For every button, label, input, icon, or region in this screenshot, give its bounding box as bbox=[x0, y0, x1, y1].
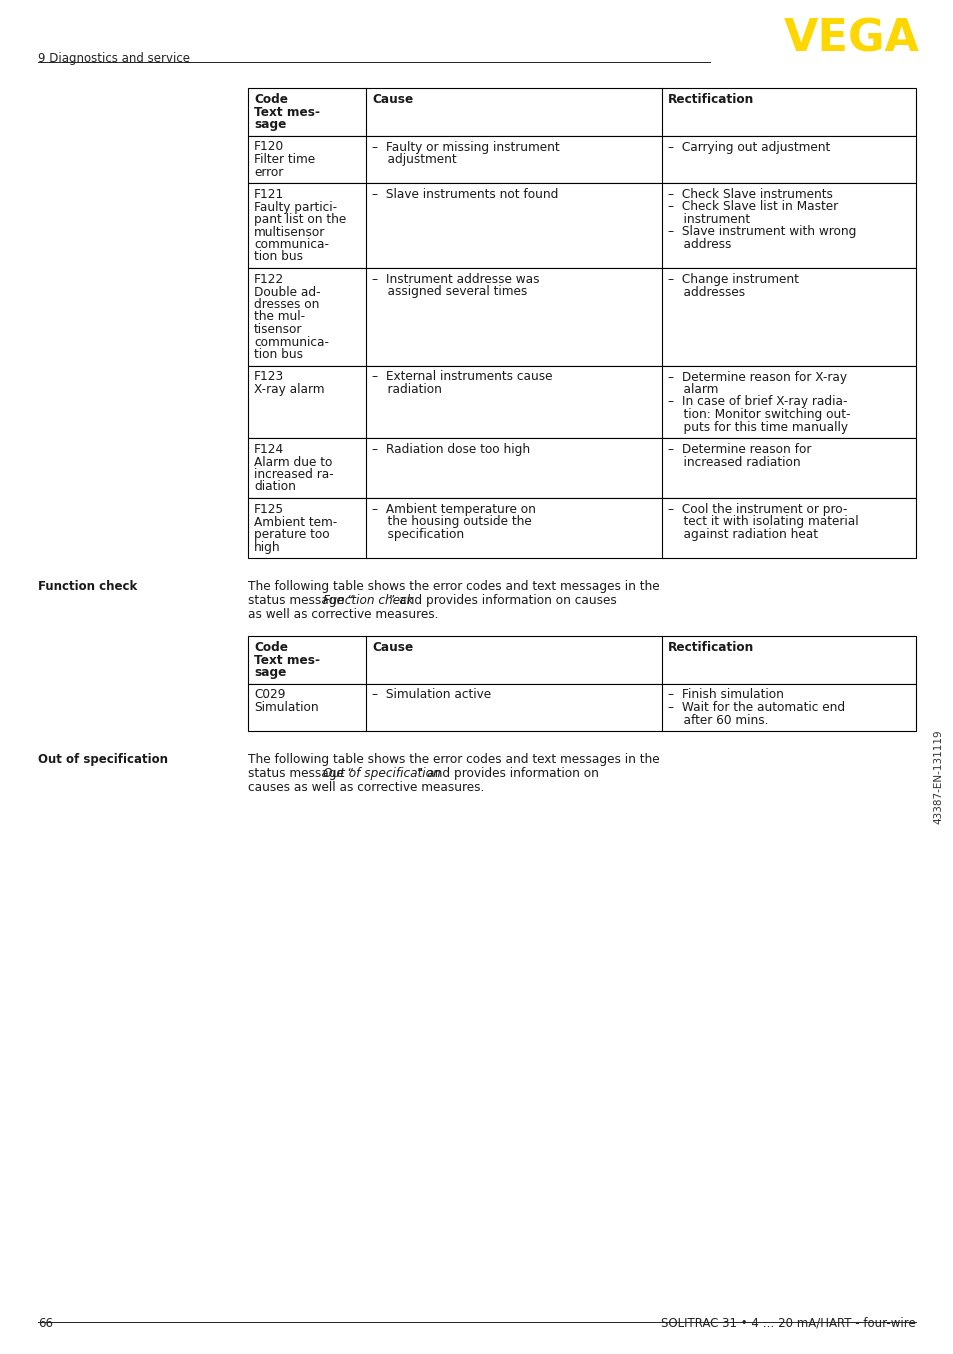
Bar bbox=[248, 88, 915, 135]
Text: against radiation heat: against radiation heat bbox=[667, 528, 817, 542]
Text: –  Determine reason for: – Determine reason for bbox=[667, 443, 810, 456]
Text: specification: specification bbox=[372, 528, 464, 542]
Text: Rectification: Rectification bbox=[667, 640, 754, 654]
Text: –  Carrying out adjustment: – Carrying out adjustment bbox=[667, 141, 829, 153]
Text: the mul-: the mul- bbox=[253, 310, 305, 324]
Text: –  Change instrument: – Change instrument bbox=[667, 274, 798, 286]
Text: Text mes-: Text mes- bbox=[253, 654, 319, 666]
Text: tion: Monitor switching out-: tion: Monitor switching out- bbox=[667, 408, 850, 421]
Text: status message “: status message “ bbox=[248, 766, 354, 780]
Text: Function check: Function check bbox=[38, 580, 137, 593]
Text: tion bus: tion bus bbox=[253, 348, 303, 362]
Text: Out of specification: Out of specification bbox=[38, 753, 168, 766]
Text: –  Ambient temperature on: – Ambient temperature on bbox=[372, 502, 536, 516]
Text: C029: C029 bbox=[253, 688, 285, 701]
Bar bbox=[248, 268, 915, 366]
Text: puts for this time manually: puts for this time manually bbox=[667, 421, 847, 433]
Text: Filter time: Filter time bbox=[253, 153, 314, 167]
Text: –  Instrument addresse was: – Instrument addresse was bbox=[372, 274, 539, 286]
Text: Ambient tem-: Ambient tem- bbox=[253, 516, 337, 528]
Text: communica-: communica- bbox=[253, 238, 329, 250]
Text: –  Check Slave instruments: – Check Slave instruments bbox=[667, 188, 832, 200]
Text: 9 Diagnostics and service: 9 Diagnostics and service bbox=[38, 51, 190, 65]
Text: –  Cool the instrument or pro-: – Cool the instrument or pro- bbox=[667, 502, 846, 516]
Text: tisensor: tisensor bbox=[253, 324, 302, 336]
Text: causes as well as corrective measures.: causes as well as corrective measures. bbox=[248, 781, 484, 793]
Text: pant list on the: pant list on the bbox=[253, 213, 346, 226]
Bar bbox=[248, 636, 915, 684]
Text: communica-: communica- bbox=[253, 336, 329, 348]
Text: alarm: alarm bbox=[667, 383, 718, 395]
Text: Function check: Function check bbox=[323, 594, 414, 607]
Text: –  External instruments cause: – External instruments cause bbox=[372, 371, 552, 383]
Text: status message “: status message “ bbox=[248, 594, 354, 607]
Text: 43387-EN-131119: 43387-EN-131119 bbox=[932, 730, 942, 825]
Text: –  Simulation active: – Simulation active bbox=[372, 688, 491, 701]
Text: adjustment: adjustment bbox=[372, 153, 456, 167]
Text: error: error bbox=[253, 165, 283, 179]
Text: –  Finish simulation: – Finish simulation bbox=[667, 688, 783, 701]
Text: tect it with isolating material: tect it with isolating material bbox=[667, 516, 858, 528]
Text: perature too: perature too bbox=[253, 528, 330, 542]
Text: The following table shows the error codes and text messages in the: The following table shows the error code… bbox=[248, 753, 659, 766]
Text: Alarm due to: Alarm due to bbox=[253, 455, 332, 468]
Text: high: high bbox=[253, 540, 280, 554]
Text: increased radiation: increased radiation bbox=[667, 455, 800, 468]
Text: –  Slave instruments not found: – Slave instruments not found bbox=[372, 188, 558, 200]
Text: address: address bbox=[667, 238, 731, 250]
Text: dresses on: dresses on bbox=[253, 298, 319, 311]
Text: –  Faulty or missing instrument: – Faulty or missing instrument bbox=[372, 141, 559, 153]
Bar bbox=[248, 498, 915, 558]
Text: Cause: Cause bbox=[372, 640, 413, 654]
Text: F120: F120 bbox=[253, 141, 284, 153]
Text: Double ad-: Double ad- bbox=[253, 286, 320, 298]
Text: as well as corrective measures.: as well as corrective measures. bbox=[248, 608, 438, 621]
Text: Code: Code bbox=[253, 93, 288, 106]
Text: –  Wait for the automatic end: – Wait for the automatic end bbox=[667, 701, 844, 714]
Text: –  Determine reason for X-ray: – Determine reason for X-ray bbox=[667, 371, 846, 383]
Text: Faulty partici-: Faulty partici- bbox=[253, 200, 336, 214]
Text: F123: F123 bbox=[253, 371, 284, 383]
Text: F121: F121 bbox=[253, 188, 284, 200]
Text: VEGA: VEGA bbox=[783, 18, 919, 61]
Text: tion bus: tion bus bbox=[253, 250, 303, 264]
Text: X-ray alarm: X-ray alarm bbox=[253, 383, 324, 395]
Bar bbox=[248, 183, 915, 268]
Text: The following table shows the error codes and text messages in the: The following table shows the error code… bbox=[248, 580, 659, 593]
Text: F122: F122 bbox=[253, 274, 284, 286]
Text: –  In case of brief X-ray radia-: – In case of brief X-ray radia- bbox=[667, 395, 846, 409]
Text: –  Radiation dose too high: – Radiation dose too high bbox=[372, 443, 530, 456]
Text: addresses: addresses bbox=[667, 286, 744, 298]
Text: the housing outside the: the housing outside the bbox=[372, 516, 531, 528]
Text: Out of specification: Out of specification bbox=[323, 766, 440, 780]
Text: multisensor: multisensor bbox=[253, 226, 325, 238]
Text: Text mes-: Text mes- bbox=[253, 106, 319, 119]
Text: ” and provides information on causes: ” and provides information on causes bbox=[389, 594, 616, 607]
Text: increased ra-: increased ra- bbox=[253, 468, 334, 481]
Text: –  Slave instrument with wrong: – Slave instrument with wrong bbox=[667, 226, 856, 238]
Text: Rectification: Rectification bbox=[667, 93, 754, 106]
Text: –  Check Slave list in Master: – Check Slave list in Master bbox=[667, 200, 838, 214]
Bar bbox=[248, 366, 915, 437]
Text: F125: F125 bbox=[253, 502, 284, 516]
Bar bbox=[248, 437, 915, 498]
Text: after 60 mins.: after 60 mins. bbox=[667, 714, 767, 727]
Text: sage: sage bbox=[253, 118, 286, 131]
Text: diation: diation bbox=[253, 481, 295, 493]
Bar bbox=[248, 135, 915, 183]
Bar bbox=[248, 684, 915, 731]
Text: Code: Code bbox=[253, 640, 288, 654]
Text: radiation: radiation bbox=[372, 383, 441, 395]
Text: Cause: Cause bbox=[372, 93, 413, 106]
Text: sage: sage bbox=[253, 666, 286, 678]
Text: assigned several times: assigned several times bbox=[372, 286, 527, 298]
Text: ” and provides information on: ” and provides information on bbox=[416, 766, 598, 780]
Text: Simulation: Simulation bbox=[253, 701, 318, 714]
Text: SOLITRAC 31 • 4 … 20 mA/HART - four-wire: SOLITRAC 31 • 4 … 20 mA/HART - four-wire bbox=[660, 1317, 915, 1330]
Text: F124: F124 bbox=[253, 443, 284, 456]
Text: instrument: instrument bbox=[667, 213, 749, 226]
Text: 66: 66 bbox=[38, 1317, 53, 1330]
